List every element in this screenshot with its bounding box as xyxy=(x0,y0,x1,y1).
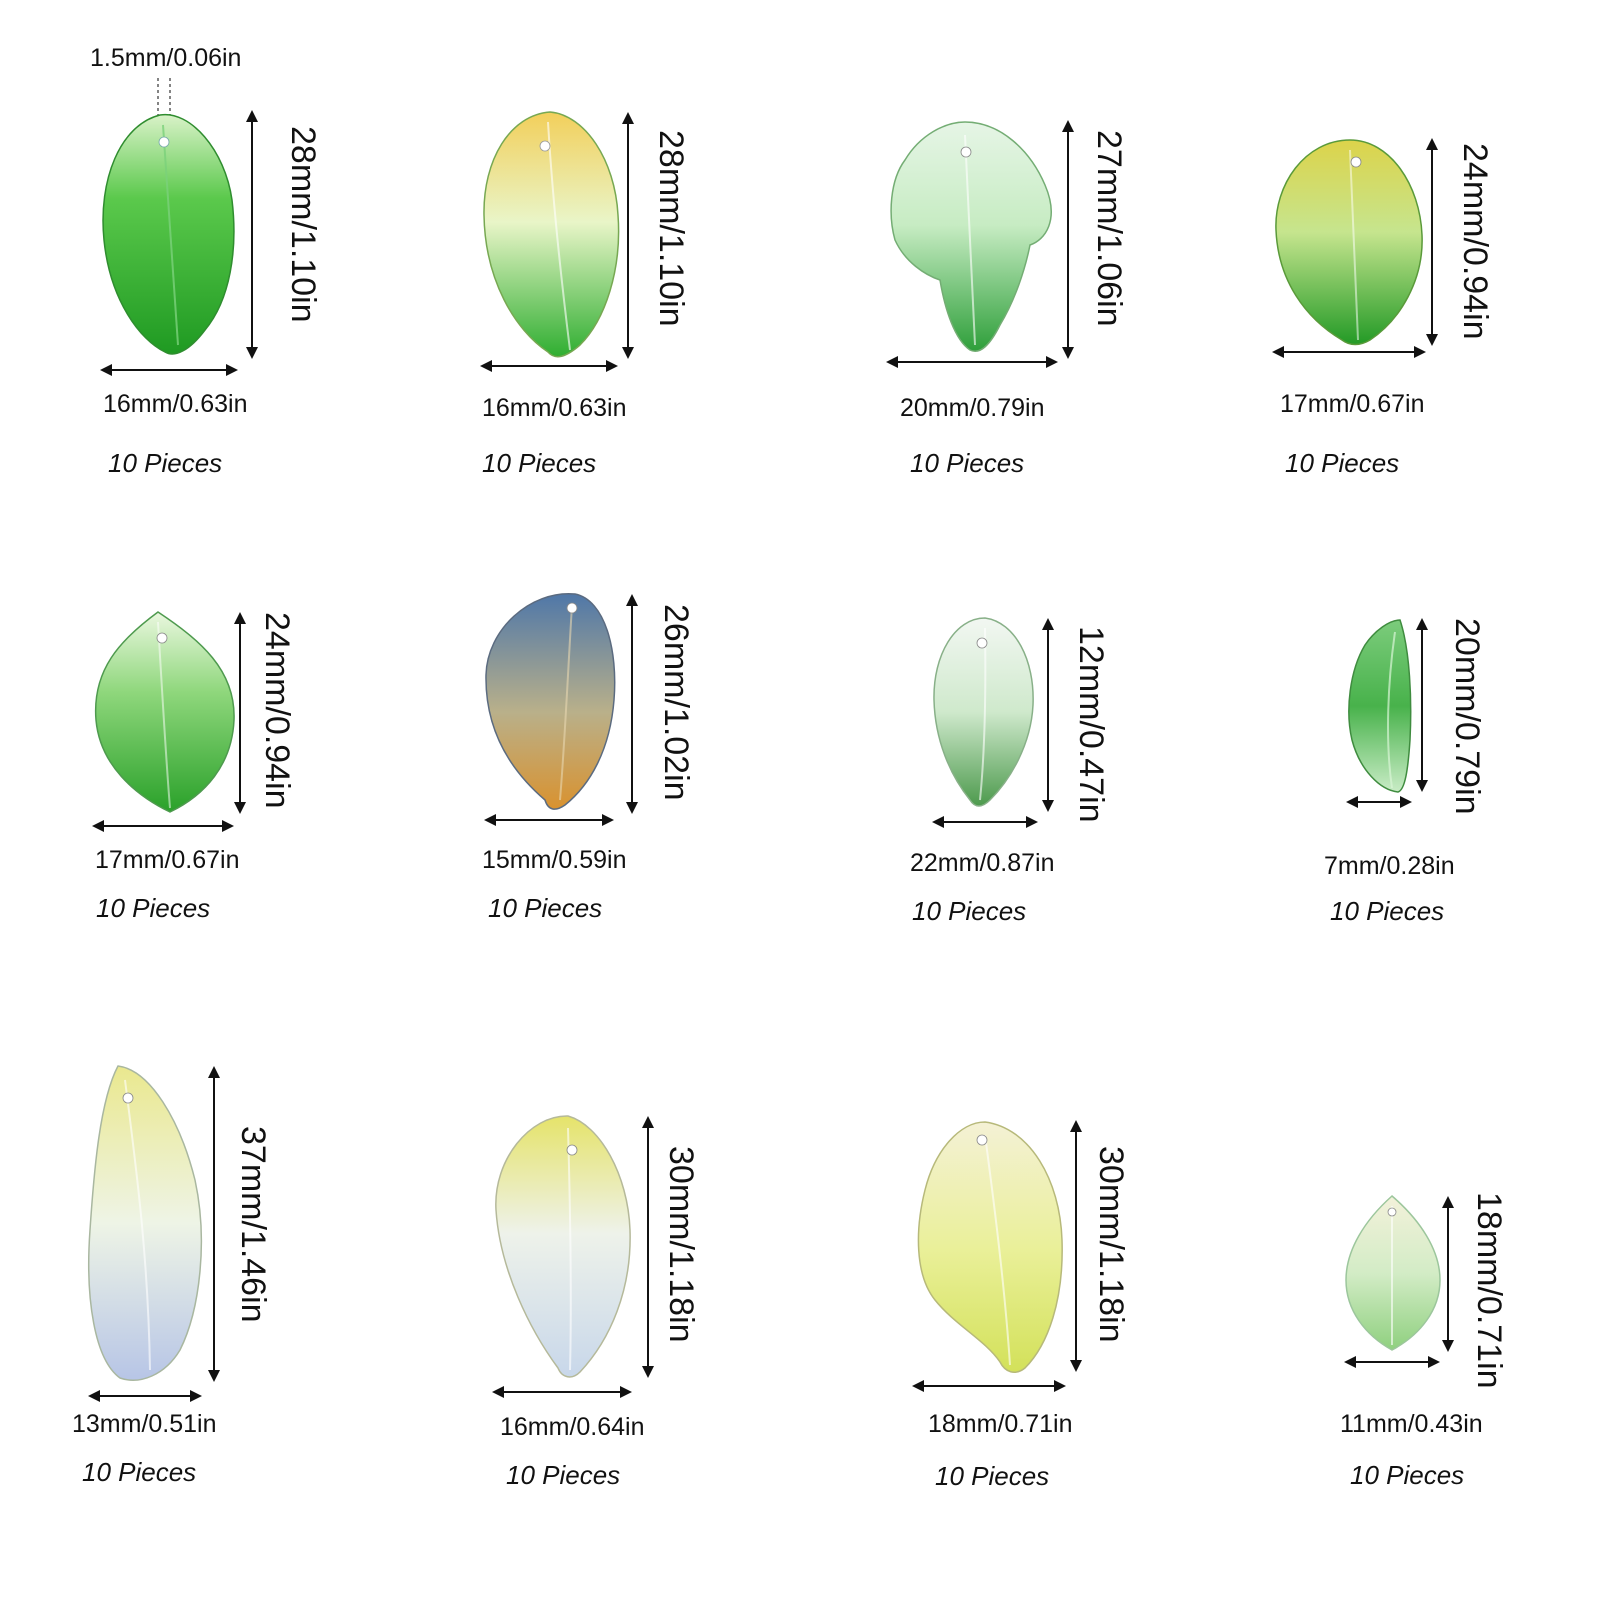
leaf-7-width: 22mm/0.87in xyxy=(910,849,1055,877)
leaf-6-quantity: 10 Pieces xyxy=(488,893,603,923)
leaf-5-width: 17mm/0.67in xyxy=(95,846,240,874)
leaf-5-quantity: 10 Pieces xyxy=(96,893,211,923)
leaf-4-quantity: 10 Pieces xyxy=(1285,448,1400,478)
leaf-4-width: 17mm/0.67in xyxy=(1280,390,1425,418)
leaf-8-width: 7mm/0.28in xyxy=(1324,852,1455,880)
leaf-2-quantity: 10 Pieces xyxy=(482,448,597,478)
leaf-12-quantity: 10 Pieces xyxy=(1350,1460,1465,1490)
hole-size-label: 1.5mm/0.06in xyxy=(90,44,242,72)
leaf-6-width: 15mm/0.59in xyxy=(482,846,627,874)
leaf-9-quantity: 10 Pieces xyxy=(82,1457,197,1487)
leaf-1-quantity: 10 Pieces xyxy=(108,448,223,478)
leaf-10-width: 16mm/0.64in xyxy=(500,1413,645,1441)
leaf-1-width: 16mm/0.63in xyxy=(103,390,248,418)
leaf-12-width: 11mm/0.43in xyxy=(1340,1410,1483,1438)
leaf-11-width: 18mm/0.71in xyxy=(928,1410,1073,1438)
leaf-2-width: 16mm/0.63in xyxy=(482,394,627,422)
leaf-3-quantity: 10 Pieces xyxy=(910,448,1025,478)
leaf-3-width: 20mm/0.79in xyxy=(900,394,1045,422)
leaf-12-height: 18mm/0.71in xyxy=(1470,1192,1508,1389)
leaf-9-width: 13mm/0.51in xyxy=(72,1410,217,1438)
leaf-11-quantity: 10 Pieces xyxy=(935,1461,1050,1491)
leaf-7-quantity: 10 Pieces xyxy=(912,896,1027,926)
leaf-8-quantity: 10 Pieces xyxy=(1330,896,1445,926)
leaf-10-quantity: 10 Pieces xyxy=(506,1460,621,1490)
